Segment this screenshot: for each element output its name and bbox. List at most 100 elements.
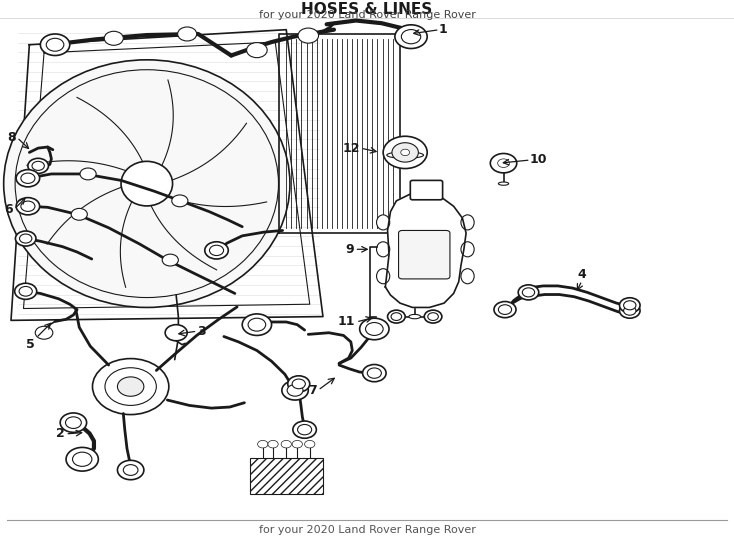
Circle shape xyxy=(268,441,278,448)
Circle shape xyxy=(117,377,144,396)
Circle shape xyxy=(178,27,197,41)
Circle shape xyxy=(292,441,302,448)
Circle shape xyxy=(428,313,438,320)
Circle shape xyxy=(71,208,87,220)
Circle shape xyxy=(292,379,305,389)
Text: 8: 8 xyxy=(7,131,16,144)
Circle shape xyxy=(65,417,81,428)
Text: 11: 11 xyxy=(338,315,355,328)
Circle shape xyxy=(242,314,272,335)
Ellipse shape xyxy=(461,269,474,284)
Text: 2: 2 xyxy=(56,428,65,441)
Circle shape xyxy=(298,28,319,43)
Ellipse shape xyxy=(387,152,424,158)
Circle shape xyxy=(32,161,44,171)
Circle shape xyxy=(15,283,37,299)
Circle shape xyxy=(16,198,40,215)
Circle shape xyxy=(117,460,144,480)
Circle shape xyxy=(21,173,35,184)
Text: 3: 3 xyxy=(197,325,206,338)
Circle shape xyxy=(247,43,267,58)
FancyBboxPatch shape xyxy=(410,180,443,200)
Circle shape xyxy=(105,368,156,406)
Circle shape xyxy=(46,38,64,51)
Circle shape xyxy=(60,413,87,433)
Ellipse shape xyxy=(498,182,509,185)
Text: for your 2020 Land Rover Range Rover: for your 2020 Land Rover Range Rover xyxy=(258,10,476,20)
Circle shape xyxy=(297,424,312,435)
Ellipse shape xyxy=(409,314,421,319)
Circle shape xyxy=(498,305,512,314)
Text: HOSES & LINES: HOSES & LINES xyxy=(302,2,432,17)
Text: 1: 1 xyxy=(439,23,448,36)
Circle shape xyxy=(66,448,98,471)
Ellipse shape xyxy=(4,60,290,307)
Circle shape xyxy=(494,301,516,318)
Circle shape xyxy=(366,322,383,335)
Ellipse shape xyxy=(377,215,390,230)
Circle shape xyxy=(523,288,534,297)
Circle shape xyxy=(401,149,410,156)
Circle shape xyxy=(73,452,92,467)
Text: 6: 6 xyxy=(4,203,13,216)
Text: for your 2020 Land Rover Range Rover: for your 2020 Land Rover Range Rover xyxy=(258,525,476,535)
Circle shape xyxy=(248,318,266,331)
Circle shape xyxy=(282,381,308,400)
Circle shape xyxy=(162,254,178,266)
Circle shape xyxy=(123,464,138,475)
Text: 10: 10 xyxy=(530,153,548,166)
Circle shape xyxy=(28,158,48,173)
Ellipse shape xyxy=(377,269,390,284)
Text: 5: 5 xyxy=(26,338,35,351)
FancyBboxPatch shape xyxy=(399,231,450,279)
Circle shape xyxy=(92,359,169,415)
Circle shape xyxy=(624,301,636,310)
Bar xyxy=(250,457,323,494)
Circle shape xyxy=(388,310,405,323)
Circle shape xyxy=(80,168,96,180)
Circle shape xyxy=(498,159,509,167)
Circle shape xyxy=(172,195,188,207)
Circle shape xyxy=(367,368,382,379)
Circle shape xyxy=(619,303,640,318)
Circle shape xyxy=(288,376,310,392)
Circle shape xyxy=(21,201,35,211)
Circle shape xyxy=(205,242,228,259)
Ellipse shape xyxy=(461,215,474,230)
Circle shape xyxy=(305,441,315,448)
Circle shape xyxy=(424,310,442,323)
Circle shape xyxy=(363,364,386,382)
Circle shape xyxy=(395,25,427,49)
Ellipse shape xyxy=(377,242,390,257)
Circle shape xyxy=(19,286,32,296)
Ellipse shape xyxy=(121,161,172,206)
Circle shape xyxy=(518,285,539,300)
Circle shape xyxy=(165,325,187,341)
Text: 7: 7 xyxy=(308,384,317,397)
Circle shape xyxy=(624,306,636,315)
Ellipse shape xyxy=(461,242,474,257)
Circle shape xyxy=(281,441,291,448)
Polygon shape xyxy=(385,193,466,307)
Text: 4: 4 xyxy=(577,267,586,280)
Circle shape xyxy=(15,231,36,246)
Circle shape xyxy=(490,153,517,173)
Circle shape xyxy=(287,384,303,396)
Circle shape xyxy=(40,34,70,56)
Circle shape xyxy=(383,136,427,168)
Circle shape xyxy=(104,31,123,45)
Circle shape xyxy=(209,245,224,255)
Circle shape xyxy=(401,30,421,44)
Text: 12: 12 xyxy=(342,141,360,154)
Circle shape xyxy=(391,313,401,320)
Text: 9: 9 xyxy=(345,243,354,256)
Circle shape xyxy=(360,318,389,340)
Circle shape xyxy=(35,326,53,339)
Circle shape xyxy=(392,143,418,162)
Circle shape xyxy=(293,421,316,438)
Circle shape xyxy=(20,234,32,243)
Circle shape xyxy=(619,298,640,313)
Circle shape xyxy=(258,441,268,448)
Polygon shape xyxy=(11,30,323,320)
Circle shape xyxy=(16,170,40,187)
